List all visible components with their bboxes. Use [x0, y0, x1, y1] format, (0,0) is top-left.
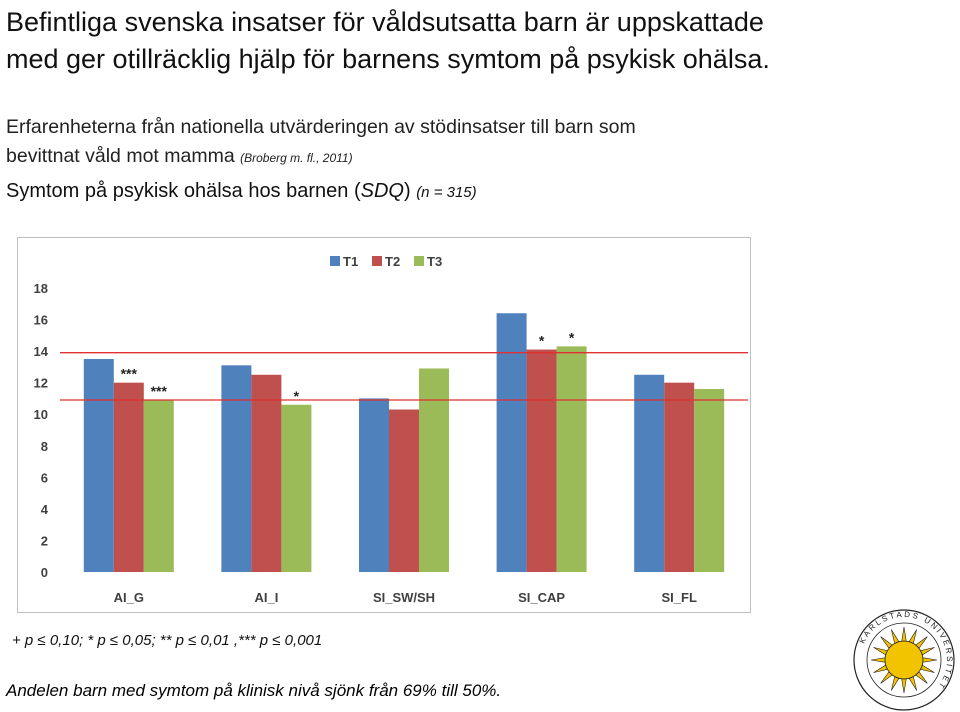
- bar-chart: 0 2 4 6 8 10 12 14 16 18 AI_G AI_I SI_SW/SH SI_CAP SI_…: [17, 237, 751, 613]
- bottom-note: Andelen barn med symtom på klinisk nivå …: [6, 681, 502, 700]
- slide-subtitle: Erfarenheterna från nationella utvärderi…: [6, 113, 906, 173]
- chart-svg: 0 2 4 6 8 10 12 14 16 18 AI_G AI_I SI_SW/SH SI_CAP SI_…: [34, 254, 748, 605]
- y-tick-label: 6: [41, 470, 48, 485]
- bar-t3: [143, 400, 174, 572]
- y-tick-label: 0: [41, 565, 48, 580]
- bar-t3: [556, 346, 587, 572]
- x-tick-label: AI_G: [114, 590, 144, 605]
- significance-marker: *: [539, 333, 545, 349]
- bar-t2: [664, 382, 695, 572]
- significance-marker: ***: [121, 366, 138, 382]
- bar-t2: [389, 409, 419, 572]
- y-tick-label: 12: [34, 376, 48, 391]
- title-line-2: med ger otillräcklig hjälp för barnens s…: [6, 44, 770, 74]
- bar-t1: [634, 374, 665, 572]
- chart-heading: Symtom på psykisk ohälsa hos barnen (SDQ…: [6, 177, 906, 207]
- y-tick-label: 4: [41, 502, 49, 517]
- x-tick-label: AI_I: [254, 590, 278, 605]
- bar-t1: [359, 398, 389, 572]
- bar-t3: [419, 368, 449, 572]
- bar-t1: [83, 359, 114, 572]
- significance-marker: *: [569, 329, 575, 345]
- heading-close: ): [403, 180, 411, 202]
- subtitle-line-1: Erfarenheterna från nationella utvärderi…: [6, 116, 636, 138]
- x-tick-label: SI_CAP: [518, 590, 565, 605]
- logo-inner-ring: [866, 622, 942, 698]
- legend-label-t3: T3: [427, 254, 442, 269]
- subtitle-line-2: bevittnat våld mot mamma: [6, 145, 235, 167]
- university-logo: KARLSTADS UNIVERSITET: [853, 609, 955, 711]
- x-tick-label: SI_FL: [661, 590, 696, 605]
- y-tick-label: 2: [41, 533, 48, 548]
- x-tick-label: SI_SW/SH: [373, 590, 435, 605]
- y-tick-label: 18: [34, 281, 48, 296]
- significance-marker: *: [294, 388, 300, 404]
- legend-label-t1: T1: [343, 254, 358, 269]
- significance-marker: ***: [151, 383, 168, 399]
- legend-swatch-t1: [330, 256, 340, 266]
- y-tick-label: 14: [34, 344, 49, 359]
- y-tick-label: 16: [34, 313, 48, 328]
- legend-label-t2: T2: [385, 254, 400, 269]
- bar-t1: [221, 365, 252, 572]
- title-line-1: Befintliga svenska insatser för våldsuts…: [6, 7, 764, 37]
- significance-footnote: + p ≤ 0,10; * p ≤ 0,05; ** p ≤ 0,01 ,***…: [12, 632, 323, 649]
- heading-sdq: SDQ: [360, 180, 404, 202]
- citation: (Broberg m. fl., 2011): [240, 151, 353, 165]
- bar-t3: [281, 404, 312, 572]
- bar-t2: [113, 382, 144, 572]
- heading-n: (n = 315): [416, 184, 477, 201]
- bar-t2: [251, 374, 282, 572]
- heading-main: Symtom på psykisk ohälsa hos barnen (: [6, 180, 361, 202]
- y-tick-label: 10: [34, 407, 48, 422]
- legend-swatch-t3: [414, 256, 424, 266]
- y-tick-label: 8: [41, 439, 48, 454]
- slide-title: Befintliga svenska insatser för våldsuts…: [6, 4, 946, 78]
- bar-t3: [694, 388, 725, 572]
- bar-t1: [496, 313, 527, 572]
- sun-icon: [884, 640, 924, 680]
- bar-t2: [526, 349, 557, 572]
- legend-swatch-t2: [372, 256, 382, 266]
